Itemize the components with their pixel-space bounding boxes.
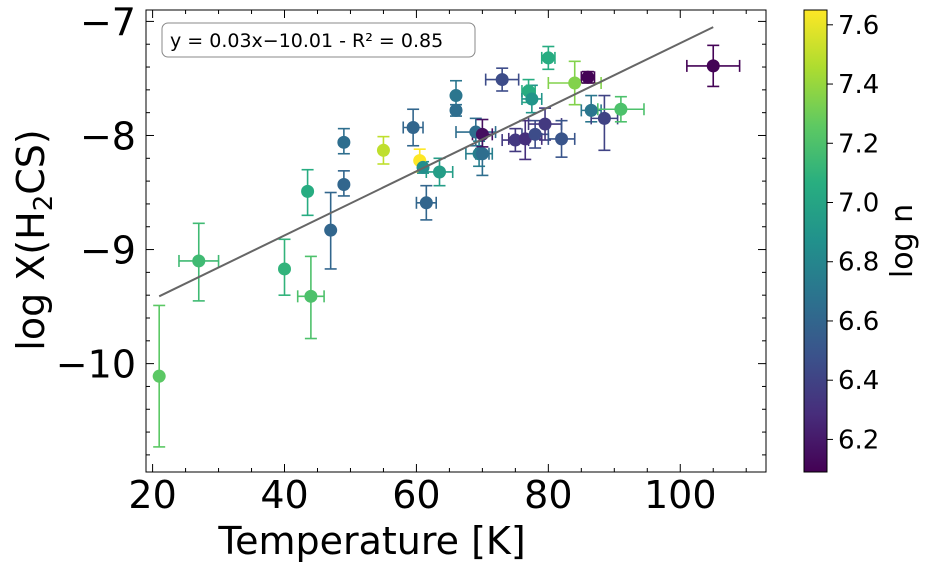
data-point — [538, 117, 552, 131]
x-axis-ticks: 20 40 60 80 100 — [128, 10, 747, 517]
data-point — [376, 143, 390, 157]
fit-annotation: y = 0.03x−10.01 - R² = 0.85 — [170, 30, 443, 52]
y-axis-title-subscript: 2 — [29, 195, 59, 212]
data-point — [419, 196, 433, 210]
error-bar — [415, 184, 438, 221]
x-axis-title: Temperature [K] — [217, 519, 525, 563]
colorbar-tick-label: 6.2 — [838, 425, 879, 455]
data-point — [301, 184, 315, 198]
data-point — [525, 92, 539, 106]
data-point — [278, 262, 292, 276]
data-point — [555, 132, 569, 146]
x-tick-label: 20 — [128, 473, 176, 517]
y-tick-label: −9 — [80, 229, 136, 273]
colorbar-tick-label: 6.4 — [838, 366, 879, 396]
data-point — [614, 102, 628, 116]
data-point — [449, 89, 463, 103]
data-point — [584, 103, 598, 117]
colorbar-title: log n — [885, 204, 920, 278]
data-points — [152, 51, 720, 383]
x-tick-label: 40 — [260, 473, 308, 517]
data-point — [541, 51, 555, 65]
data-point — [528, 127, 542, 141]
data-point — [192, 254, 206, 268]
data-point — [475, 147, 489, 161]
x-tick-label: 60 — [392, 473, 440, 517]
data-point — [337, 178, 351, 192]
colorbar-ticks: 6.2 6.4 6.6 6.8 7.0 7.2 7.4 7.6 — [827, 11, 879, 455]
colorbar-tick-label: 7.2 — [838, 129, 879, 159]
colorbar-tick-label: 6.8 — [838, 248, 879, 278]
data-point — [433, 165, 447, 179]
data-point — [324, 223, 338, 237]
data-point — [568, 76, 582, 90]
y-axis-ticks: −7 −8 −9 −10 — [56, 0, 766, 456]
data-point — [406, 120, 420, 134]
data-point — [449, 103, 463, 117]
colorbar-tick-label: 7.0 — [838, 189, 879, 219]
y-axis-title: log X(H2CS) — [9, 129, 59, 350]
colorbar-tick-label: 7.6 — [838, 11, 879, 41]
y-tick-label: −10 — [56, 343, 136, 387]
fit-line — [158, 26, 714, 298]
data-point — [304, 289, 318, 303]
data-point — [337, 135, 351, 149]
data-point — [518, 132, 532, 146]
y-tick-label: −8 — [80, 114, 136, 158]
data-point — [706, 59, 720, 73]
data-point — [581, 70, 595, 84]
data-point — [495, 73, 509, 87]
y-axis-title-tail: CS) — [9, 129, 53, 194]
x-tick-label: 80 — [524, 473, 572, 517]
plot-frame — [145, 9, 767, 473]
colorbar — [803, 9, 828, 473]
error-bars — [153, 44, 741, 448]
y-tick-label: −7 — [80, 0, 136, 44]
y-axis-title-main: log X(H — [9, 211, 53, 350]
fit-annotation-box — [161, 22, 476, 58]
colorbar-tick-label: 6.6 — [838, 307, 879, 337]
data-point — [508, 133, 522, 147]
x-tick-label: 100 — [644, 473, 717, 517]
colorbar-tick-label: 7.4 — [838, 70, 879, 100]
data-point — [152, 369, 166, 383]
data-point — [597, 111, 611, 125]
